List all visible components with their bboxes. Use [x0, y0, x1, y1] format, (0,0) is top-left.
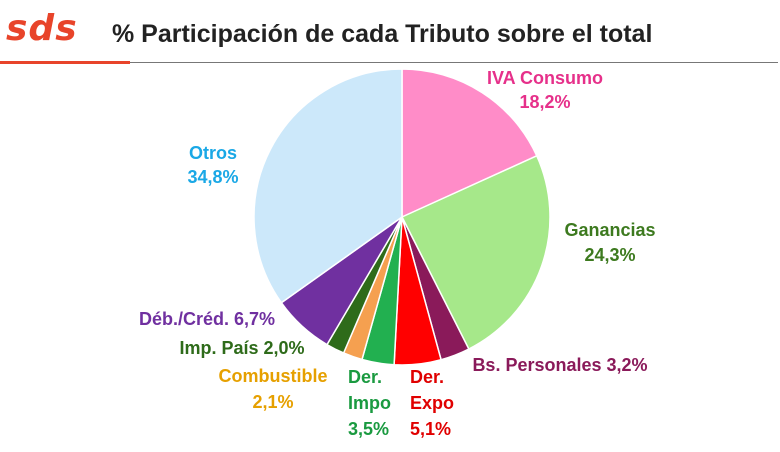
slice-value-otros: 34,8%: [187, 167, 238, 187]
slice-label-der-impo: Der.: [348, 367, 382, 387]
header-accent-rule: [0, 61, 130, 64]
slice-value-iva-consumo: 18,2%: [519, 92, 570, 112]
slice-value-der-expo: 5,1%: [410, 419, 451, 439]
brand-logo: sds: [6, 8, 78, 49]
pie-slice-ganancias: [400, 154, 551, 351]
slice-label-d-b-cr-d: Déb./Créd. 6,7%: [139, 309, 275, 329]
pie-slices: [253, 68, 551, 366]
chart-title: % Participación de cada Tributo sobre el…: [112, 20, 653, 48]
pie-slice-otros: [253, 68, 403, 304]
slice-label-ganancias: Ganancias: [564, 220, 655, 240]
slice-label-combustible: Combustible: [218, 366, 327, 386]
slice-label-der-expo: Der.: [410, 367, 444, 387]
header-rule: [130, 62, 778, 63]
slice-value-ganancias: 24,3%: [584, 245, 635, 265]
slice-label-der-impo-line2: Impo: [348, 393, 391, 413]
slice-label-imp-pa-s: Imp. País 2,0%: [179, 338, 304, 358]
slice-label-der-expo-line2: Expo: [410, 393, 454, 413]
slice-label-otros: Otros: [189, 143, 237, 163]
pie-slice-iva-consumo: [401, 68, 538, 219]
slice-value-combustible: 2,1%: [252, 392, 293, 412]
slice-label-iva-consumo: IVA Consumo: [487, 68, 603, 88]
slice-value-der-impo: 3,5%: [348, 419, 389, 439]
slice-label-bs-personales: Bs. Personales 3,2%: [472, 355, 647, 375]
pie-labels: IVA Consumo 18,2% Ganancias 24,3% Bs. Person…: [139, 68, 656, 439]
